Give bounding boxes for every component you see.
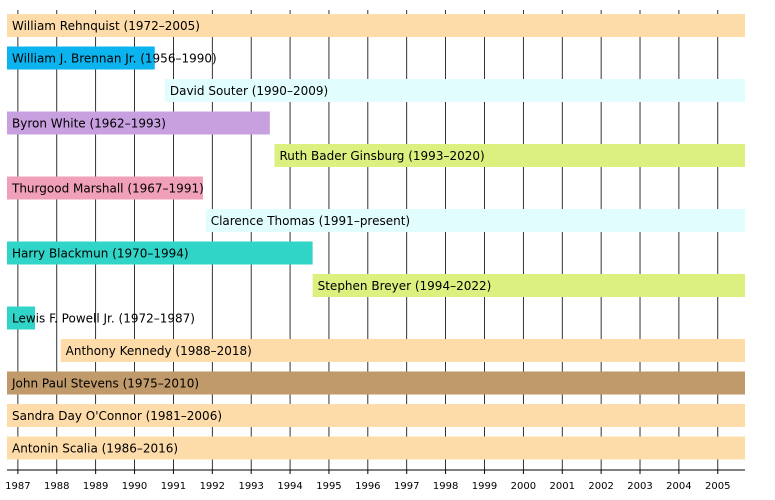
- bar-label: Thurgood Marshall (1967–1991): [11, 182, 204, 196]
- x-tick-label: 2000: [511, 481, 536, 492]
- x-tick-label: 1990: [122, 481, 147, 492]
- bar: [312, 274, 745, 297]
- x-tick-label: 1993: [238, 481, 263, 492]
- x-tick-label: 1998: [433, 481, 458, 492]
- x-axis: 1987 1988 1989 1990 1991 1992 1993 1994 1995 1996…: [5, 469, 745, 492]
- x-tick-label: 2003: [627, 481, 652, 492]
- bar: [7, 371, 745, 395]
- bar-label: Antonin Scalia (1986–2016): [12, 442, 178, 456]
- bar: [274, 144, 745, 167]
- bar: [7, 404, 745, 427]
- bar: [7, 306, 35, 330]
- x-tick-label: 1991: [161, 481, 186, 492]
- bar: [164, 79, 745, 102]
- bar-label: Harry Blackmun (1970–1994): [12, 247, 189, 261]
- x-tick-label: 1988: [44, 481, 69, 492]
- bar-label: William Rehnquist (1972–2005): [12, 19, 200, 33]
- bar: [60, 339, 745, 362]
- bars: [7, 14, 745, 460]
- x-tick-label: 1999: [472, 481, 497, 492]
- bar: [7, 241, 313, 265]
- x-tick-label: 2005: [705, 481, 730, 492]
- bar-label: Byron White (1962–1993): [12, 117, 166, 131]
- bar-label: David Souter (1990–2009): [170, 84, 328, 98]
- bar: [7, 46, 155, 70]
- x-tick-label: 1992: [200, 481, 225, 492]
- bar: [7, 176, 203, 200]
- bar: [205, 209, 745, 232]
- labels: William Rehnquist (1972–2005) William J. …: [11, 19, 491, 456]
- x-tick-label: 1994: [277, 481, 302, 492]
- bar-label: Clarence Thomas (1991–present): [211, 214, 410, 228]
- x-tick-label: 2004: [666, 481, 691, 492]
- bar: [7, 14, 745, 37]
- x-tick-label: 2001: [550, 481, 575, 492]
- bar-label: Lewis F. Powell Jr. (1972–1987): [12, 312, 195, 326]
- x-tick-label: 1987: [5, 481, 30, 492]
- bar-label: Stephen Breyer (1994–2022): [318, 279, 492, 293]
- bar: [7, 436, 745, 460]
- x-tick-label: 1995: [316, 481, 341, 492]
- bar-label: Ruth Bader Ginsburg (1993–2020): [280, 149, 485, 163]
- bar-label: Anthony Kennedy (1988–2018): [66, 344, 252, 358]
- x-tick-label: 1989: [83, 481, 108, 492]
- x-tick-label: 1997: [394, 481, 419, 492]
- bar-label: Sandra Day O'Connor (1981–2006): [12, 409, 222, 423]
- x-tick-label: 2002: [588, 481, 613, 492]
- bar: [7, 111, 270, 135]
- bar-label: John Paul Stevens (1975–2010): [11, 377, 199, 391]
- bar-label: William J. Brennan Jr. (1956–1990): [12, 52, 217, 66]
- x-tick-label: 1996: [355, 481, 380, 492]
